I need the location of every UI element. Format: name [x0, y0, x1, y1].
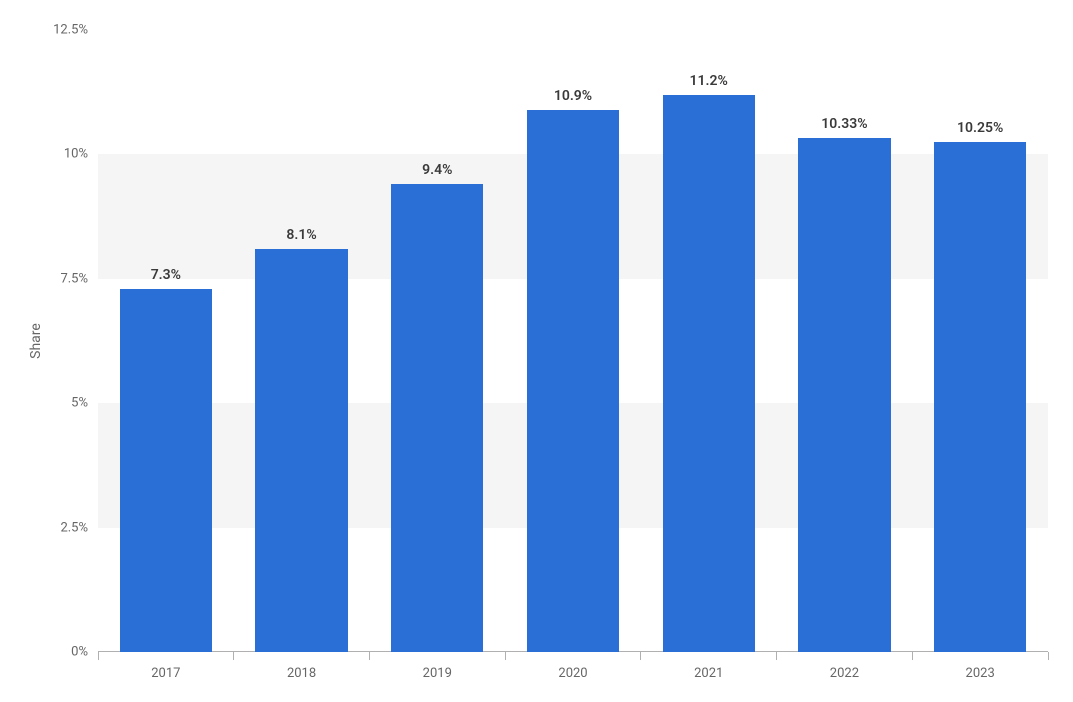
x-tick [776, 652, 777, 660]
bar[interactable]: 8.1% [255, 249, 347, 652]
plot-area: 7.3%8.1%9.4%10.9%11.2%10.33%10.25% 0%2.5… [98, 30, 1048, 652]
x-tick-label: 2019 [423, 652, 452, 681]
x-tick [98, 652, 99, 660]
x-tick-label: 2020 [558, 652, 587, 681]
x-tick-label: 2022 [830, 652, 859, 681]
y-tick-label: 12.5% [53, 23, 98, 38]
x-tick [233, 652, 234, 660]
bar-value-label: 8.1% [286, 227, 316, 249]
bar-chart: Share 7.3% 8.1% 9.4% 10.9% 11.2% 10.33% 10.25%… [0, 0, 1073, 702]
bar[interactable]: 10.25% [934, 142, 1026, 652]
y-tick-label: 5% [71, 396, 98, 411]
y-axis-title: Share [28, 323, 44, 359]
bar-value-label: 10.9% [554, 88, 592, 110]
x-tick-label: 2017 [151, 652, 180, 681]
x-tick [505, 652, 506, 660]
x-tick-label: 2023 [966, 652, 995, 681]
bar[interactable]: 10.33% [798, 138, 890, 652]
y-tick-label: 0% [71, 645, 98, 660]
y-tick-label: 2.5% [60, 520, 98, 535]
x-tick [1048, 652, 1049, 660]
bar-value-label: 10.33% [821, 116, 867, 138]
bar-value-label: 10.25% [957, 120, 1003, 142]
y-tick-label: 7.5% [60, 271, 98, 286]
bar[interactable]: 10.9% [527, 110, 619, 652]
bar[interactable]: 7.3% [120, 289, 212, 652]
y-tick-label: 10% [64, 147, 98, 162]
bar-value-label: 7.3% [151, 267, 181, 289]
bar[interactable]: 11.2% [663, 95, 755, 652]
x-tick [912, 652, 913, 660]
bars-container: 7.3% 8.1% 9.4% 10.9% 11.2% 10.33% 10.25% [98, 30, 1048, 652]
x-tick [640, 652, 641, 660]
bar-value-label: 9.4% [422, 162, 452, 184]
bar[interactable]: 9.4% [391, 184, 483, 652]
x-tick-label: 2018 [287, 652, 316, 681]
x-tick-label: 2021 [694, 652, 723, 681]
x-tick [369, 652, 370, 660]
bar-value-label: 11.2% [690, 73, 728, 95]
